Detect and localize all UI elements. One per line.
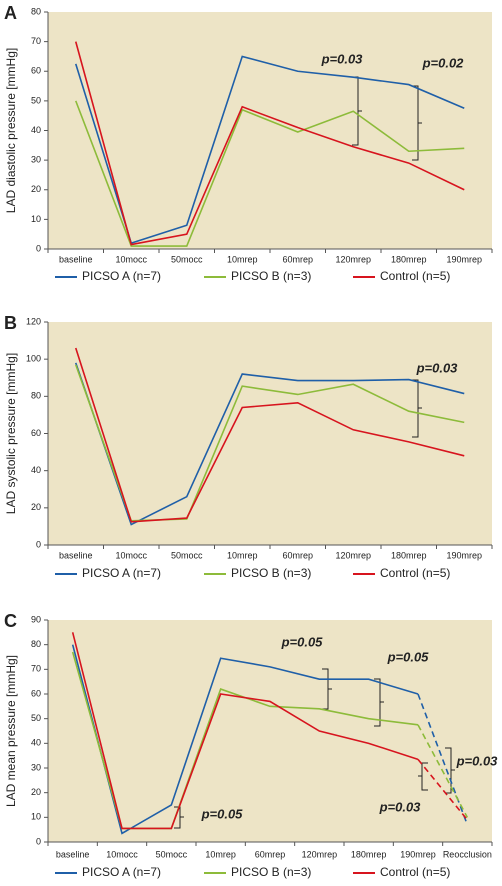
bracket [418,762,428,791]
legend-label: Control (n=5) [380,269,450,283]
y-tick-label: 0 [36,243,41,253]
y-tick-label: 70 [31,664,41,674]
x-tick-label: 60mrep [255,849,286,859]
legend-label: PICSO A (n=7) [82,269,161,283]
annotation: p=0.05 [281,634,324,649]
x-tick-label: 190mrep [446,550,482,560]
y-tick-label: 20 [31,787,41,797]
bracket [412,379,422,438]
legend-label: PICSO A (n=7) [82,865,161,879]
x-tick-label: 60mrep [282,254,313,264]
annotation: p=0.03 [379,799,422,814]
brackets [174,76,455,829]
x-tick-label: 50mocc [171,254,203,264]
y-tick-label: 80 [31,639,41,649]
x-tick-label: 120mrep [335,550,371,560]
plot-area [48,322,492,545]
legend-label: PICSO A (n=7) [82,566,161,580]
series-line [74,55,465,245]
y-tick-label: 60 [31,428,41,438]
y-tick-label: 20 [31,184,41,194]
x-tick-label: 180mrep [391,550,427,560]
annotation: p=0.05 [201,806,244,821]
y-tick-label: 80 [31,6,41,16]
x-tick-label: 10mrep [227,550,258,560]
y-tick-label: 60 [31,688,41,698]
x-tick-label: baseline [59,254,93,264]
x-tick-label: Reocclusion [443,849,492,859]
series-line-dashed [417,693,469,826]
x-tick-label: 190mrep [446,254,482,264]
x-tick-label: baseline [56,849,90,859]
y-tick-label: 40 [31,738,41,748]
y-tick-label: 10 [31,812,41,822]
x-tick-label: 10mrep [227,254,258,264]
x-tick-label: 180mrep [351,849,387,859]
x-tick-label: 190mrep [400,849,436,859]
x-tick-label: 120mrep [335,254,371,264]
panel-label: A [4,3,17,23]
series-line [74,41,465,246]
legend-label: PICSO B (n=3) [231,865,311,879]
x-tick-label: 10mrep [205,849,236,859]
x-tick-label: 120mrep [302,849,338,859]
y-tick-label: 70 [31,36,41,46]
series-line [75,100,465,247]
y-tick-label: 30 [31,762,41,772]
y-tick-label: 90 [31,614,41,624]
panel-label: B [4,313,17,333]
y-tick-label: 120 [26,316,41,326]
legend-label: Control (n=5) [380,865,450,879]
x-tick-label: 180mrep [391,254,427,264]
y-tick-label: 30 [31,155,41,165]
x-tick-label: baseline [59,550,93,560]
y-axis-title: LAD systolic pressure [mmHg] [4,353,18,514]
x-tick-label: 50mocc [156,849,188,859]
x-tick-label: 10mocc [106,849,138,859]
y-axis-title: LAD diastolic pressure [mmHg] [4,48,18,213]
legend-label: PICSO B (n=3) [231,566,311,580]
series-line [74,347,465,523]
y-tick-label: 60 [31,66,41,76]
x-tick-label: 50mocc [171,550,203,560]
y-tick-label: 100 [26,354,41,364]
bracket [322,668,332,710]
x-tick-label: 10mocc [115,550,147,560]
legend-label: Control (n=5) [380,566,450,580]
y-tick-label: 50 [31,95,41,105]
annotation: p=0.02 [422,55,465,70]
series-line [71,632,419,830]
bracket [445,747,455,794]
bracket [412,85,422,161]
y-tick-label: 40 [31,465,41,475]
plot-area [48,620,492,842]
y-tick-label: 80 [31,391,41,401]
y-tick-label: 10 [31,214,41,224]
legend-label: PICSO B (n=3) [231,269,311,283]
y-tick-label: 50 [31,713,41,723]
plot-area [48,12,492,249]
y-tick-label: 40 [31,125,41,135]
annotation: p=0.03 [456,753,499,768]
x-tick-label: 10mocc [115,254,147,264]
y-tick-label: 0 [36,539,41,549]
panel-label: C [4,611,17,631]
y-tick-label: 20 [31,502,41,512]
bracket [174,806,184,829]
series-line-dashed [417,758,468,821]
y-tick-label: 0 [36,836,41,846]
bracket [374,678,384,727]
series-line-dashed [417,724,469,818]
y-axis-title: LAD mean pressure [mmHg] [4,655,18,807]
x-tick-label: 60mrep [282,550,313,560]
annotation: p=0.03 [321,51,364,66]
annotation: p=0.03 [416,360,459,375]
annotation: p=0.05 [387,649,430,664]
